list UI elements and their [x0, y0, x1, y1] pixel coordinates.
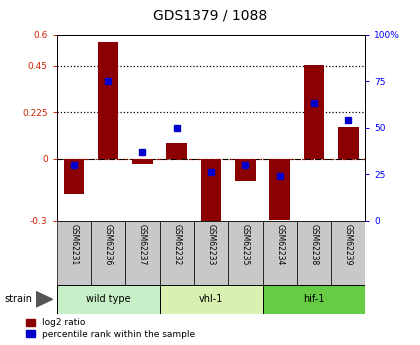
Bar — [63, 159, 84, 194]
Text: GDS1379 / 1088: GDS1379 / 1088 — [153, 9, 267, 23]
Text: vhl-1: vhl-1 — [199, 294, 223, 304]
Bar — [194, 221, 228, 285]
Bar — [331, 221, 365, 285]
Bar — [98, 42, 118, 159]
Bar — [304, 65, 324, 159]
Text: strain: strain — [4, 294, 32, 304]
Text: GSM62232: GSM62232 — [172, 224, 181, 265]
Text: GSM62239: GSM62239 — [344, 224, 353, 265]
Text: GSM62237: GSM62237 — [138, 224, 147, 265]
Bar — [228, 221, 262, 285]
Bar — [57, 285, 160, 314]
Bar — [160, 285, 262, 314]
Text: GSM62233: GSM62233 — [207, 224, 215, 265]
Bar — [235, 159, 256, 181]
Bar — [338, 127, 359, 159]
Polygon shape — [36, 292, 52, 307]
Bar — [57, 221, 91, 285]
Bar — [160, 221, 194, 285]
Bar — [262, 285, 365, 314]
Text: GSM62235: GSM62235 — [241, 224, 250, 265]
Bar — [166, 143, 187, 159]
Text: GSM62238: GSM62238 — [310, 224, 318, 265]
Text: wild type: wild type — [86, 294, 131, 304]
Bar — [125, 221, 160, 285]
Bar — [132, 159, 153, 164]
Text: GSM62231: GSM62231 — [69, 224, 79, 265]
Bar — [201, 159, 221, 225]
Bar — [297, 221, 331, 285]
Text: GSM62234: GSM62234 — [275, 224, 284, 265]
Bar — [269, 159, 290, 220]
Text: GSM62236: GSM62236 — [104, 224, 113, 265]
Bar — [91, 221, 125, 285]
Bar — [262, 221, 297, 285]
Legend: log2 ratio, percentile rank within the sample: log2 ratio, percentile rank within the s… — [26, 318, 195, 339]
Text: hif-1: hif-1 — [303, 294, 325, 304]
